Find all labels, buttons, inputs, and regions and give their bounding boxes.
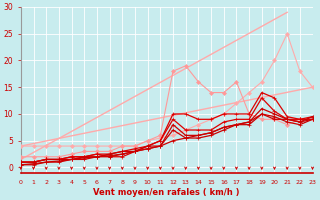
X-axis label: Vent moyen/en rafales ( km/h ): Vent moyen/en rafales ( km/h ): [93, 188, 240, 197]
